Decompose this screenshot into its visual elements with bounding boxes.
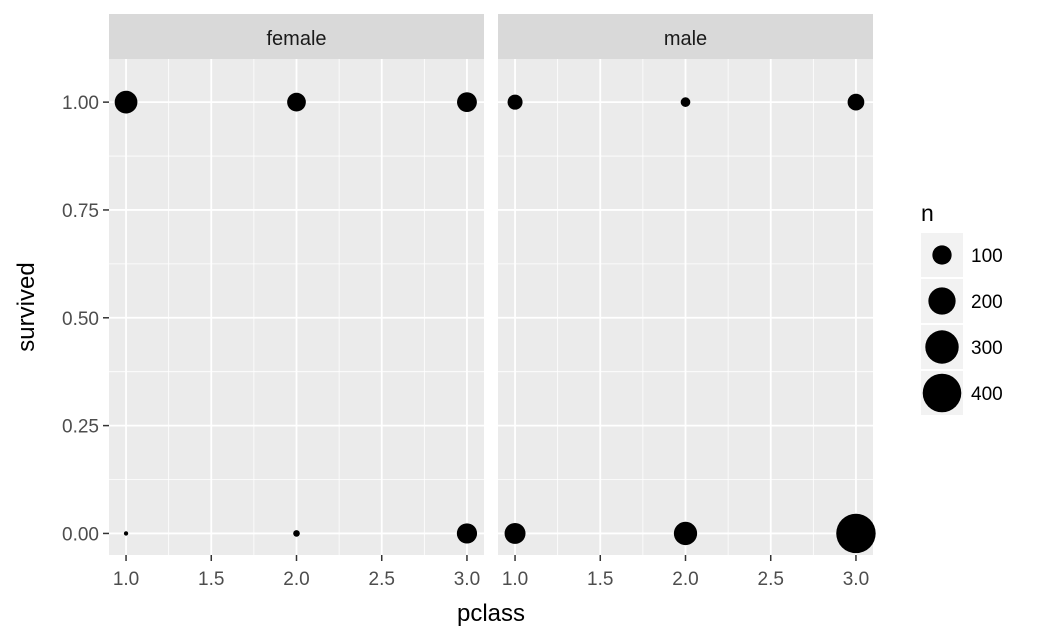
data-point: [847, 93, 865, 111]
y-axis-title: survived: [13, 262, 40, 351]
y-tick-label: 0.00: [62, 524, 99, 545]
x-tick-label: 1.5: [198, 569, 224, 590]
x-tick-label: 1.5: [587, 569, 613, 590]
x-tick-label: 1.0: [502, 569, 528, 590]
x-tick-label: 3.0: [454, 569, 480, 590]
legend-label: 400: [971, 384, 1003, 405]
x-tick-label: 2.0: [672, 569, 698, 590]
legend-label: 300: [971, 338, 1003, 359]
x-tick-label: 2.5: [758, 569, 784, 590]
data-point: [504, 522, 526, 544]
legend-key-point: [928, 287, 956, 315]
legend-label: 200: [971, 292, 1003, 313]
x-axis-title: pclass: [457, 600, 525, 627]
y-tick-label: 1.00: [62, 93, 99, 114]
facet-strip-label: female: [266, 28, 326, 50]
facet-strip-label: male: [664, 28, 707, 50]
data-point: [680, 97, 691, 107]
data-point: [457, 92, 477, 113]
y-tick-label: 0.75: [62, 201, 99, 222]
data-point: [123, 531, 129, 536]
y-tick-label: 0.50: [62, 309, 99, 330]
data-point: [114, 90, 138, 114]
x-tick-label: 2.5: [369, 569, 395, 590]
data-point: [673, 521, 698, 546]
facet-strip: [498, 14, 873, 59]
facet-strip: [109, 14, 484, 59]
data-point: [836, 513, 876, 554]
legend-key-point: [925, 330, 959, 364]
y-tick-label: 0.25: [62, 417, 99, 438]
data-point: [293, 530, 300, 537]
legend-title: n: [921, 200, 934, 226]
legend-key-point: [922, 373, 962, 413]
data-point: [287, 92, 306, 112]
x-tick-label: 3.0: [843, 569, 869, 590]
x-tick-label: 1.0: [113, 569, 139, 590]
legend-label: 100: [971, 246, 1003, 267]
legend-key-point: [932, 245, 952, 265]
x-tick-label: 2.0: [283, 569, 309, 590]
data-point: [456, 523, 478, 544]
data-point: [507, 94, 523, 110]
